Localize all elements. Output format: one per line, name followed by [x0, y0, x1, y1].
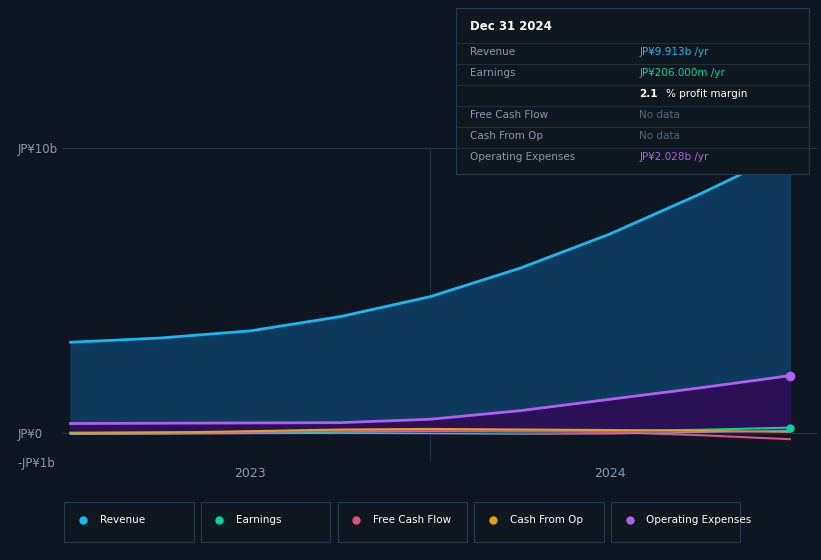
Text: JP¥2.028b /yr: JP¥2.028b /yr	[640, 152, 709, 162]
Text: Operating Expenses: Operating Expenses	[470, 152, 575, 162]
Text: JP¥9.913b /yr: JP¥9.913b /yr	[640, 47, 709, 57]
FancyBboxPatch shape	[475, 502, 603, 542]
Text: No data: No data	[640, 110, 680, 120]
Text: Free Cash Flow: Free Cash Flow	[373, 515, 452, 525]
Text: JP¥206.000m /yr: JP¥206.000m /yr	[640, 68, 725, 78]
FancyBboxPatch shape	[611, 502, 741, 542]
FancyBboxPatch shape	[64, 502, 194, 542]
FancyBboxPatch shape	[337, 502, 467, 542]
Text: Cash From Op: Cash From Op	[510, 515, 583, 525]
Text: Dec 31 2024: Dec 31 2024	[470, 20, 552, 33]
Text: Revenue: Revenue	[99, 515, 144, 525]
Text: Revenue: Revenue	[470, 47, 515, 57]
Text: Earnings: Earnings	[470, 68, 516, 78]
Text: 2.1: 2.1	[640, 89, 658, 99]
Text: Earnings: Earnings	[236, 515, 282, 525]
Text: Operating Expenses: Operating Expenses	[646, 515, 752, 525]
Text: No data: No data	[640, 131, 680, 141]
FancyBboxPatch shape	[201, 502, 330, 542]
Text: Free Cash Flow: Free Cash Flow	[470, 110, 548, 120]
Text: Cash From Op: Cash From Op	[470, 131, 543, 141]
Text: % profit margin: % profit margin	[666, 89, 747, 99]
